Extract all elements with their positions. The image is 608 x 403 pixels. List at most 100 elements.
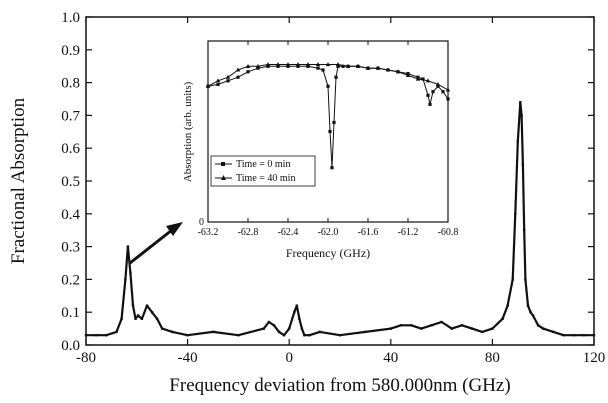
inset-data-point-triangle bbox=[255, 63, 261, 68]
legend-marker-triangle bbox=[221, 175, 226, 180]
inset-data-point-triangle bbox=[325, 62, 331, 67]
y-tick-label: 0.9 bbox=[61, 43, 80, 59]
inset-data-point-triangle bbox=[415, 76, 421, 81]
inset-x-tick-label: -63.2 bbox=[198, 227, 219, 238]
inset-legend: Time = 0 min Time = 40 min bbox=[210, 155, 316, 187]
main-data-point bbox=[519, 101, 522, 104]
main-data-point bbox=[526, 304, 530, 307]
main-data-point bbox=[136, 314, 140, 317]
y-tick-label: 0.1 bbox=[61, 305, 80, 321]
inset-x-tick-label: -60.8 bbox=[438, 227, 459, 238]
main-data-point bbox=[293, 311, 296, 314]
main-data-point bbox=[582, 333, 586, 337]
inset-data-point-triangle bbox=[295, 62, 301, 67]
main-data-point bbox=[94, 333, 98, 337]
main-data-point bbox=[161, 327, 164, 330]
inset-data-point-square bbox=[446, 97, 450, 101]
main-data-point bbox=[150, 311, 154, 314]
main-data-point bbox=[536, 324, 540, 327]
inset-data-point-square bbox=[332, 120, 336, 125]
y-tick-label: 1.0 bbox=[61, 10, 80, 26]
main-data-point bbox=[282, 333, 286, 337]
main-data-point bbox=[145, 304, 149, 307]
inset-data-point-triangle bbox=[315, 62, 321, 67]
main-data-point bbox=[272, 324, 276, 327]
inset-axis-ticks: -63.2 -62.8 -62.4 -62.0 -61.6 -61.2 -60.8 0 bbox=[198, 41, 459, 238]
main-data-point bbox=[520, 114, 523, 117]
inset-x-tick-label: -61.6 bbox=[358, 227, 379, 238]
inset-data-point-square bbox=[256, 66, 260, 70]
inset-data-point-square bbox=[334, 75, 338, 79]
main-data-point bbox=[562, 333, 565, 337]
inset-x-tick-label: -62.8 bbox=[238, 227, 259, 238]
main-data-point bbox=[481, 330, 484, 334]
main-data-point bbox=[552, 330, 555, 334]
main-ylabel: Fractional Absorption bbox=[8, 97, 29, 264]
y-tick-label: 0.8 bbox=[61, 76, 80, 92]
main-plot: -80 -40 0 40 80 120 0.0 0.1 0.2 0.3 0.4 0.5 0.6 0.7 0.… bbox=[8, 10, 605, 396]
inset-y-tick-label: 0 bbox=[199, 217, 204, 228]
inset-data-point-square bbox=[436, 84, 440, 88]
main-data-point bbox=[364, 330, 367, 334]
inset-data-point-triangle bbox=[265, 62, 271, 67]
main-data-point bbox=[338, 333, 342, 337]
main-data-point bbox=[399, 324, 403, 327]
inset-plot: -63.2 -62.8 -62.4 -62.0 -61.6 -61.2 -60.8 0 Tim… bbox=[182, 40, 459, 260]
inset-data-point-square bbox=[341, 64, 345, 68]
main-data-point bbox=[126, 245, 130, 248]
x-tick-label: -40 bbox=[178, 350, 198, 366]
main-data-point bbox=[129, 271, 132, 275]
main-data-point bbox=[303, 333, 306, 337]
inset-data-point-square bbox=[216, 82, 220, 87]
main-data-point bbox=[531, 314, 535, 317]
inset-data-point-triangle bbox=[245, 63, 251, 68]
inset-data-point-square bbox=[321, 68, 325, 72]
main-data-point bbox=[237, 333, 240, 337]
inset-data-point-square bbox=[306, 64, 310, 68]
y-tick-label: 0.7 bbox=[61, 108, 80, 124]
main-data-point bbox=[262, 327, 265, 330]
main-data-point bbox=[521, 163, 525, 166]
main-data-point bbox=[186, 333, 189, 337]
main-data-point bbox=[308, 333, 311, 337]
main-data-point bbox=[592, 333, 596, 337]
inset-data-point-triangle bbox=[235, 67, 241, 72]
main-axis-ticks: -80 -40 0 40 80 120 0.0 0.1 0.2 0.3 0.4 0.5 0.6 0.7 0.… bbox=[61, 10, 605, 366]
legend-box bbox=[210, 155, 316, 187]
main-data-point bbox=[506, 304, 509, 307]
inset-data-point-square bbox=[428, 102, 432, 106]
main-xlabel: Frequency deviation from 580.000nm (GHz) bbox=[169, 375, 510, 396]
inset-data-point-triangle bbox=[215, 78, 221, 83]
main-data-point bbox=[120, 317, 123, 320]
inset-data-point-square bbox=[330, 166, 334, 170]
main-data-point bbox=[267, 320, 271, 324]
main-series bbox=[84, 101, 596, 337]
main-data-point bbox=[277, 330, 281, 334]
main-data-point bbox=[300, 327, 304, 330]
y-tick-label: 0.6 bbox=[61, 141, 80, 157]
main-data-point bbox=[450, 327, 453, 330]
y-tick-label: 0.4 bbox=[61, 207, 80, 223]
inset-data-point-triangle bbox=[335, 62, 341, 67]
inset-data-point-square bbox=[236, 75, 240, 79]
inset-data-point-square bbox=[326, 84, 330, 88]
main-data-point bbox=[501, 317, 504, 320]
main-data-point bbox=[511, 278, 514, 281]
inset-data-point-square bbox=[426, 93, 430, 97]
inset-data-point-triangle bbox=[225, 74, 231, 79]
main-data-point bbox=[522, 229, 526, 232]
x-tick-label: 80 bbox=[485, 350, 500, 366]
inset-ylabel: Absorption (arb. units) bbox=[182, 81, 194, 182]
main-data-point bbox=[524, 278, 527, 281]
main-data-point bbox=[470, 327, 474, 330]
main-data-point bbox=[171, 330, 174, 334]
inset-xlabel: Frequency (GHz) bbox=[286, 246, 370, 260]
main-data-point bbox=[440, 320, 443, 324]
main-data-point bbox=[491, 327, 494, 330]
main-data-point bbox=[460, 324, 464, 327]
arrow-head bbox=[166, 222, 183, 236]
main-data-point bbox=[409, 324, 413, 327]
y-tick-label: 0.2 bbox=[61, 272, 80, 288]
inset-data-point-square bbox=[328, 129, 332, 134]
main-data-point bbox=[105, 333, 108, 337]
